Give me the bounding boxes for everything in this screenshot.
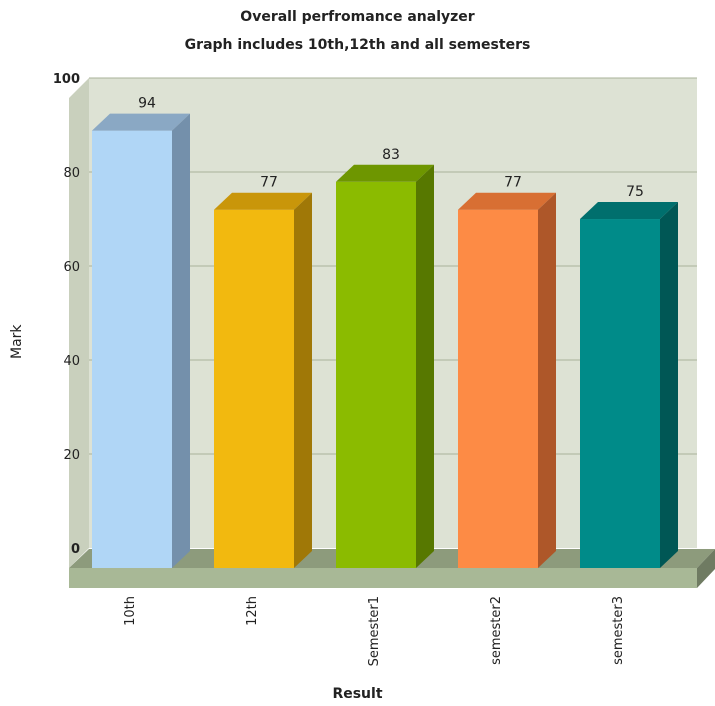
floor-side	[697, 549, 715, 588]
y-tick-label: 0	[71, 542, 80, 557]
y-tick-label: 40	[63, 354, 80, 369]
bar-top-semester3	[580, 202, 678, 220]
bar-side-Semester1	[416, 164, 434, 568]
bar-top-semester2	[458, 192, 556, 210]
x-tick-label: Semester1	[367, 596, 382, 666]
data-label: 75	[626, 184, 644, 200]
chart-title: Overall perfromance analyzer	[240, 9, 475, 25]
bar-top-12th	[214, 192, 312, 210]
y-tick-label: 80	[63, 166, 80, 181]
x-tick-label: 10th	[123, 596, 138, 626]
x-tick-label: 12th	[245, 596, 260, 626]
bar-top-10th	[92, 113, 190, 131]
data-label: 77	[504, 175, 522, 191]
bar-side-semester3	[660, 202, 678, 568]
bar-front-10th	[92, 130, 172, 569]
y-tick-label: 60	[63, 260, 80, 275]
data-label: 94	[138, 96, 156, 112]
data-label: 83	[382, 147, 400, 163]
bar-side-semester2	[538, 192, 556, 568]
x-tick-label: semester2	[489, 596, 504, 665]
y-tick-label: 20	[63, 448, 80, 463]
bar-front-semester3	[580, 219, 660, 568]
bar-front-12th	[214, 209, 294, 568]
bar-front-Semester1	[336, 181, 416, 568]
bar-front-semester2	[458, 209, 538, 568]
bar-side-12th	[294, 192, 312, 568]
chart-subtitle: Graph includes 10th,12th and all semeste…	[184, 37, 531, 53]
plot-left-wall	[69, 78, 89, 568]
data-label: 77	[260, 175, 278, 191]
x-tick-label: semester3	[611, 596, 626, 665]
bar-side-10th	[172, 113, 190, 569]
bar-top-Semester1	[336, 164, 434, 182]
x-axis-label: Result	[332, 686, 383, 702]
floor-front	[69, 568, 697, 588]
y-tick-label: 100	[53, 72, 80, 87]
